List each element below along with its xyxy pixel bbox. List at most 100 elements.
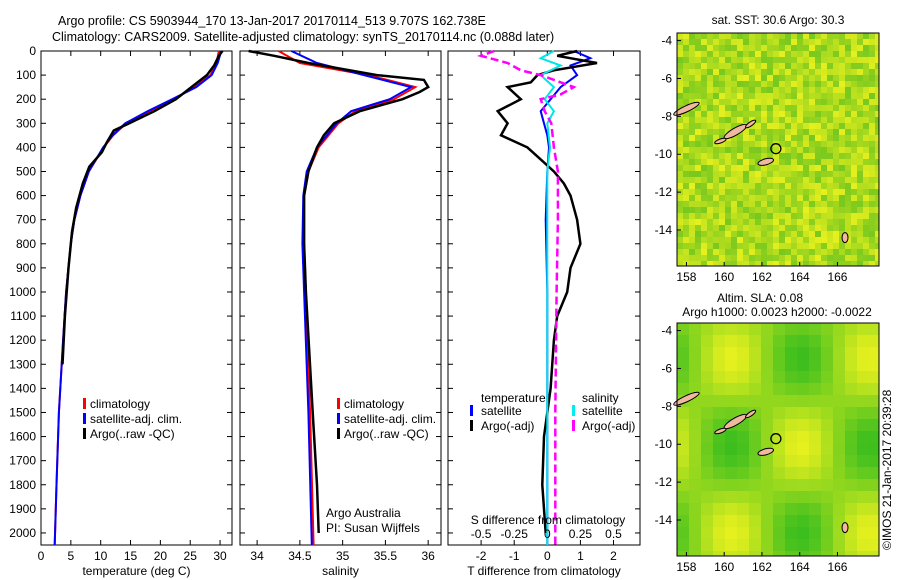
map-cell [821,57,827,63]
map-cell [695,75,701,81]
legend-label: satellite-adj. clim. [90,412,182,426]
map-cell [689,99,695,105]
map-cell [857,443,869,455]
y-tick-label: 1200 [9,333,36,347]
map-cell [779,147,785,153]
map-cell [749,87,755,93]
map-cell [815,183,821,189]
x-tick-label: -1 [509,549,520,563]
map-cell [797,111,803,117]
map-cell [761,147,767,153]
map-cell [773,515,785,527]
map-cell [767,33,773,39]
map-cell [815,141,821,147]
map-cell [797,347,809,359]
map-cell [689,237,695,243]
map-cell [833,159,839,165]
map-cell [767,249,773,255]
map-cell [749,141,755,147]
map-cell [677,419,689,431]
map-cell [839,255,845,261]
map-cell [833,467,845,479]
map-cell [755,135,761,141]
map-cell [821,407,833,419]
map-cell [839,225,845,231]
map-cell [743,69,749,75]
map-cell [713,111,719,117]
map-cell [683,135,689,141]
map-cell [737,135,743,141]
map-cell [785,75,791,81]
map-cell [737,551,749,556]
legend-swatch [470,405,473,416]
map-cell [695,171,701,177]
map-cell [707,189,713,195]
x-axis-label: salinity [322,564,359,578]
map-cell [719,237,725,243]
map-cell [803,129,809,135]
map-cell [737,93,743,99]
map-cell [761,395,773,407]
map-cell [821,195,827,201]
map-cell [725,383,737,395]
map-cell [839,129,845,135]
map-cell [815,33,821,39]
map-cell [743,75,749,81]
map-cell [701,189,707,195]
map-cell [749,347,761,359]
map-cell [713,323,725,335]
map-cell [821,153,827,159]
map-cell [845,105,851,111]
map-cell [809,359,821,371]
map-cell [845,347,857,359]
map-cell [779,123,785,129]
map-cell [731,93,737,99]
map-cell [773,431,785,443]
map-cell [737,75,743,81]
map-cell [797,323,809,335]
map-cell [695,177,701,183]
x-tick-label: 25 [184,549,198,563]
map-cell [707,183,713,189]
map-cell [683,201,689,207]
map-cell [833,479,845,491]
map-cell [785,225,791,231]
map-cell [869,123,875,129]
map-cell [677,201,683,207]
map-cell [875,117,879,123]
map-cell [851,99,857,105]
map-cell [749,117,755,123]
map-cell [815,159,821,165]
map-cell [749,467,761,479]
map-cell [779,237,785,243]
map-cell [761,383,773,395]
map-cell [725,165,731,171]
map-cell [875,255,879,261]
map-cell [785,359,797,371]
salinity-panel: 34 34.5 35 35.5 36salinityclimatologysatelli… [239,49,442,578]
map-cell [731,189,737,195]
map-cell [773,491,785,503]
map-cell [761,249,767,255]
map-cell [755,207,761,213]
map-cell [677,51,683,57]
map-cell [779,153,785,159]
map-cell [683,45,689,51]
map-cell [725,249,731,255]
map-cell [767,129,773,135]
map-cell [857,183,863,189]
map-cell [809,159,815,165]
map-cell [785,407,797,419]
map-cell [743,57,749,63]
map-cell [773,129,779,135]
map-cell [767,105,773,111]
map-cell [845,231,851,237]
map-cell [737,207,743,213]
map-cell [839,81,845,87]
map-cell [779,75,785,81]
map-cell [845,479,857,491]
map-cell [725,443,737,455]
map-cell [719,153,725,159]
map-cell [755,189,761,195]
x-tick-label: 0 [38,549,45,563]
